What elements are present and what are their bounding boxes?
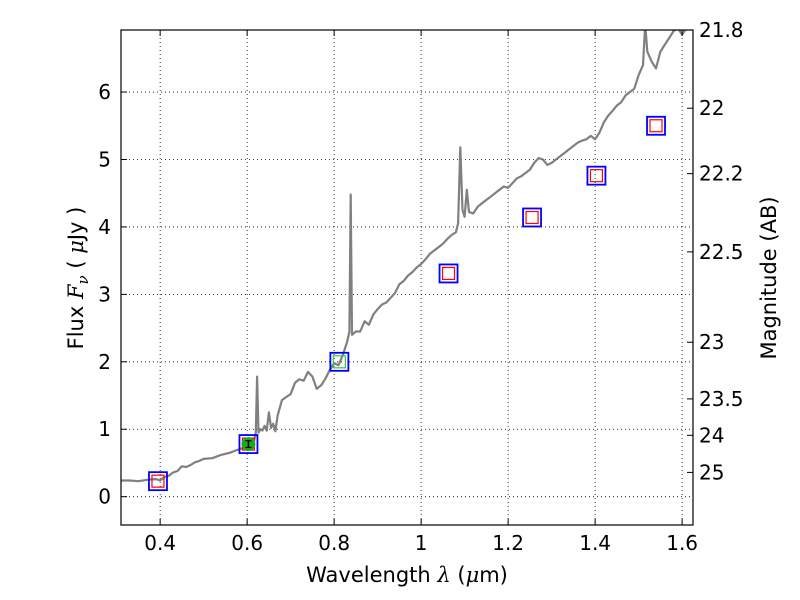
photometry-point xyxy=(329,351,350,372)
photometry-box-outer xyxy=(646,115,666,136)
photometry-point xyxy=(148,471,168,492)
photometry-box-inner xyxy=(441,266,456,281)
y-axis-label: Flux Fν ( μJy ) xyxy=(64,207,92,350)
photometry-box-outer xyxy=(148,471,168,492)
magnitude-tick-label: 22.5 xyxy=(699,240,744,264)
x-tick-label: 1.6 xyxy=(666,531,698,555)
x-tick-label: 0.8 xyxy=(318,531,350,555)
y-tick-label: 4 xyxy=(98,215,111,239)
magnitude-tick-label: 22.2 xyxy=(699,162,744,186)
magnitude-tick-label: 22 xyxy=(699,96,724,120)
detection-point xyxy=(241,437,256,452)
photometry-point xyxy=(646,115,666,136)
x-tick-label: 1.2 xyxy=(492,531,524,555)
photometry-point xyxy=(522,207,542,228)
photometry-box-outer xyxy=(329,351,350,372)
photometry-box-outer xyxy=(238,434,259,454)
photometry-box-inner xyxy=(332,355,346,369)
photometry-point xyxy=(438,263,459,284)
photometry-point xyxy=(586,165,607,186)
magnitude-tick-label: 23.5 xyxy=(699,387,744,411)
y-axis: 0 1 2 3 4 5 6 xyxy=(98,80,127,509)
spectrum-series xyxy=(121,30,687,483)
y-tick-label: 1 xyxy=(98,417,111,441)
photometry-box-inner xyxy=(589,169,604,183)
magnitude-tick-label: 24 xyxy=(699,423,724,447)
x-axis-label: Wavelength λ (μm) xyxy=(306,563,508,587)
y-tick-label: 5 xyxy=(98,147,111,171)
magnitude-axis-label: Magnitude (AB) xyxy=(757,196,781,359)
magnitude-tick-label: 25 xyxy=(699,460,724,484)
y-tick-label: 2 xyxy=(98,350,111,374)
photometry-points xyxy=(148,115,666,492)
x-axis: 0.4 0.6 0.8 1 1.2 1.4 1.6 xyxy=(144,30,698,555)
photometry-box-outer xyxy=(586,165,607,186)
x-tick-label: 1.4 xyxy=(579,531,611,555)
photometry-box-outer xyxy=(522,207,542,228)
magnitude-tick-label: 23 xyxy=(699,330,724,354)
photometry-box-outer xyxy=(438,263,459,284)
y-tick-label: 3 xyxy=(98,282,111,306)
magnitude-axis: 21.8 22 22.2 22.5 23 23.5 24 25 xyxy=(687,18,744,484)
grid xyxy=(121,30,693,525)
spectrum-line xyxy=(121,30,687,483)
y-tick-label: 6 xyxy=(98,80,111,104)
photometry-box-inner xyxy=(151,474,165,488)
magnitude-tick-label: 21.8 xyxy=(699,18,744,42)
plot-frame xyxy=(120,29,694,526)
photometry-box-inner xyxy=(525,210,539,225)
y-tick-label: 0 xyxy=(98,485,111,509)
x-tick-label: 0.6 xyxy=(231,531,263,555)
x-tick-label: 1 xyxy=(415,531,428,555)
x-tick-label: 0.4 xyxy=(144,531,176,555)
photometry-box-inner xyxy=(649,119,663,133)
